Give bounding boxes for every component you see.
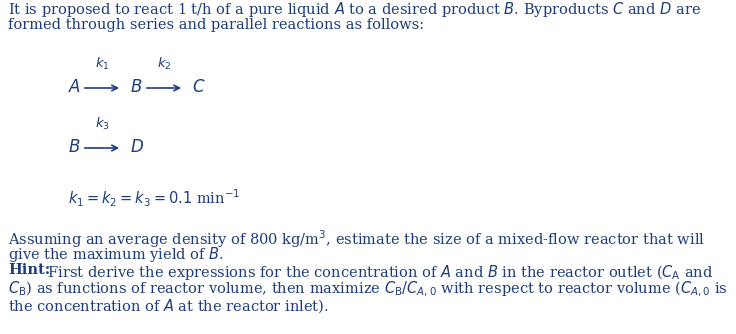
Text: Assuming an average density of 800 kg/m$^3$, estimate the size of a mixed-flow r: Assuming an average density of 800 kg/m$… [8, 228, 705, 250]
Text: $\mathit{B}$: $\mathit{B}$ [130, 79, 142, 97]
Text: the concentration of $\mathit{A}$ at the reactor inlet).: the concentration of $\mathit{A}$ at the… [8, 297, 329, 315]
Text: give the maximum yield of $\mathit{B}$.: give the maximum yield of $\mathit{B}$. [8, 245, 224, 264]
Text: $\mathit{A}$: $\mathit{A}$ [68, 79, 81, 97]
Text: It is proposed to react 1 t/h of a pure liquid $\mathit{A}$ to a desired product: It is proposed to react 1 t/h of a pure … [8, 0, 701, 19]
Text: $k_2$: $k_2$ [157, 56, 171, 72]
Text: $k_3$: $k_3$ [95, 116, 110, 132]
Text: $C_\mathrm{B}$) as functions of reactor volume, then maximize $C_\mathrm{B}/C_{A: $C_\mathrm{B}$) as functions of reactor … [8, 280, 728, 299]
Text: Hint:: Hint: [8, 263, 50, 277]
Text: $k_1$: $k_1$ [95, 56, 110, 72]
Text: formed through series and parallel reactions as follows:: formed through series and parallel react… [8, 18, 424, 32]
Text: $\mathit{D}$: $\mathit{D}$ [130, 140, 144, 157]
Text: $\mathit{B}$: $\mathit{B}$ [68, 140, 80, 157]
Text: First derive the expressions for the concentration of $\mathit{A}$ and $\mathit{: First derive the expressions for the con… [43, 263, 713, 282]
Text: $\mathit{C}$: $\mathit{C}$ [192, 79, 205, 97]
Text: $k_1 = k_2 = k_3 = 0.1$ min$^{-1}$: $k_1 = k_2 = k_3 = 0.1$ min$^{-1}$ [68, 187, 240, 209]
